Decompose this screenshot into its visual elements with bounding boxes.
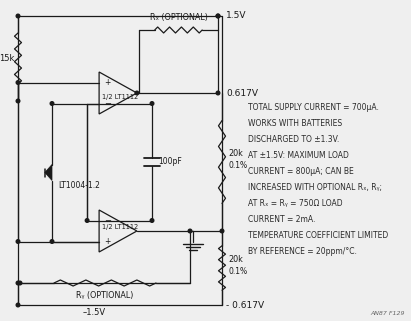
- Circle shape: [150, 219, 154, 222]
- Text: 0.617V: 0.617V: [226, 89, 258, 98]
- Circle shape: [18, 281, 22, 285]
- Text: 20k: 20k: [228, 256, 243, 265]
- Text: 100pF: 100pF: [158, 158, 182, 167]
- Text: 0.1%: 0.1%: [228, 267, 247, 276]
- Circle shape: [216, 91, 220, 95]
- Circle shape: [216, 14, 220, 18]
- Circle shape: [16, 240, 20, 243]
- Circle shape: [50, 102, 54, 105]
- Text: Rᵧ (OPTIONAL): Rᵧ (OPTIONAL): [76, 291, 134, 300]
- Text: 15k: 15k: [0, 54, 14, 63]
- Text: DISCHARGED TO ±1.3V.: DISCHARGED TO ±1.3V.: [248, 135, 339, 144]
- Text: −: −: [104, 216, 111, 225]
- Circle shape: [16, 281, 20, 285]
- Circle shape: [188, 229, 192, 233]
- Text: +: +: [104, 237, 111, 246]
- Polygon shape: [45, 164, 52, 180]
- Text: CURRENT = 800μA; CAN BE: CURRENT = 800μA; CAN BE: [248, 167, 354, 176]
- Text: +: +: [104, 78, 111, 87]
- Text: CURRENT = 2mA.: CURRENT = 2mA.: [248, 215, 315, 224]
- Text: –1.5V: –1.5V: [83, 308, 106, 317]
- Circle shape: [135, 91, 139, 95]
- Text: 20k: 20k: [228, 150, 243, 159]
- Text: AT Rₓ = Rᵧ = 750Ω LOAD: AT Rₓ = Rᵧ = 750Ω LOAD: [248, 199, 343, 208]
- Text: - 0.617V: - 0.617V: [226, 300, 264, 309]
- Text: 1/2 LT1112: 1/2 LT1112: [102, 224, 138, 230]
- Text: AN87 F129: AN87 F129: [370, 311, 405, 316]
- Circle shape: [150, 102, 154, 105]
- Text: AT ±1.5V: MAXIMUM LOAD: AT ±1.5V: MAXIMUM LOAD: [248, 151, 349, 160]
- Circle shape: [16, 303, 20, 307]
- Text: INCREASED WITH OPTIONAL Rₓ, Rᵧ;: INCREASED WITH OPTIONAL Rₓ, Rᵧ;: [248, 183, 382, 192]
- Circle shape: [216, 14, 220, 18]
- Circle shape: [16, 81, 20, 84]
- Text: 1/2 LT1112: 1/2 LT1112: [102, 94, 138, 100]
- Text: LT1004-1.2: LT1004-1.2: [58, 180, 100, 189]
- Circle shape: [16, 14, 20, 18]
- Circle shape: [50, 240, 54, 243]
- Text: BY REFERENCE = 20ppm/°C.: BY REFERENCE = 20ppm/°C.: [248, 247, 357, 256]
- Text: WORKS WITH BATTERIES: WORKS WITH BATTERIES: [248, 119, 342, 128]
- Circle shape: [16, 99, 20, 103]
- Text: 1.5V: 1.5V: [226, 12, 247, 21]
- Text: TEMPERATURE COEFFICIENT LIMITED: TEMPERATURE COEFFICIENT LIMITED: [248, 231, 388, 240]
- Circle shape: [85, 219, 89, 222]
- Text: TOTAL SUPPLY CURRENT = 700μA.: TOTAL SUPPLY CURRENT = 700μA.: [248, 103, 379, 112]
- Text: Rₓ (OPTIONAL): Rₓ (OPTIONAL): [150, 13, 208, 22]
- Circle shape: [220, 229, 224, 233]
- Text: 0.1%: 0.1%: [228, 161, 247, 170]
- Text: −: −: [104, 99, 111, 108]
